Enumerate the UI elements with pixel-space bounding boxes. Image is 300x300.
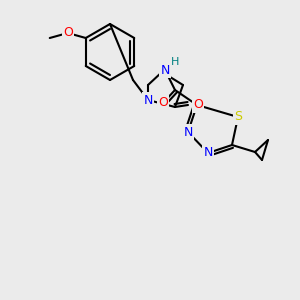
Text: N: N [143, 94, 153, 106]
Text: O: O [193, 98, 203, 112]
Text: S: S [234, 110, 242, 124]
Text: H: H [171, 57, 179, 67]
Text: N: N [183, 125, 193, 139]
Text: N: N [203, 146, 213, 160]
Text: O: O [63, 26, 73, 40]
Text: N: N [160, 64, 170, 76]
Text: O: O [158, 97, 168, 110]
